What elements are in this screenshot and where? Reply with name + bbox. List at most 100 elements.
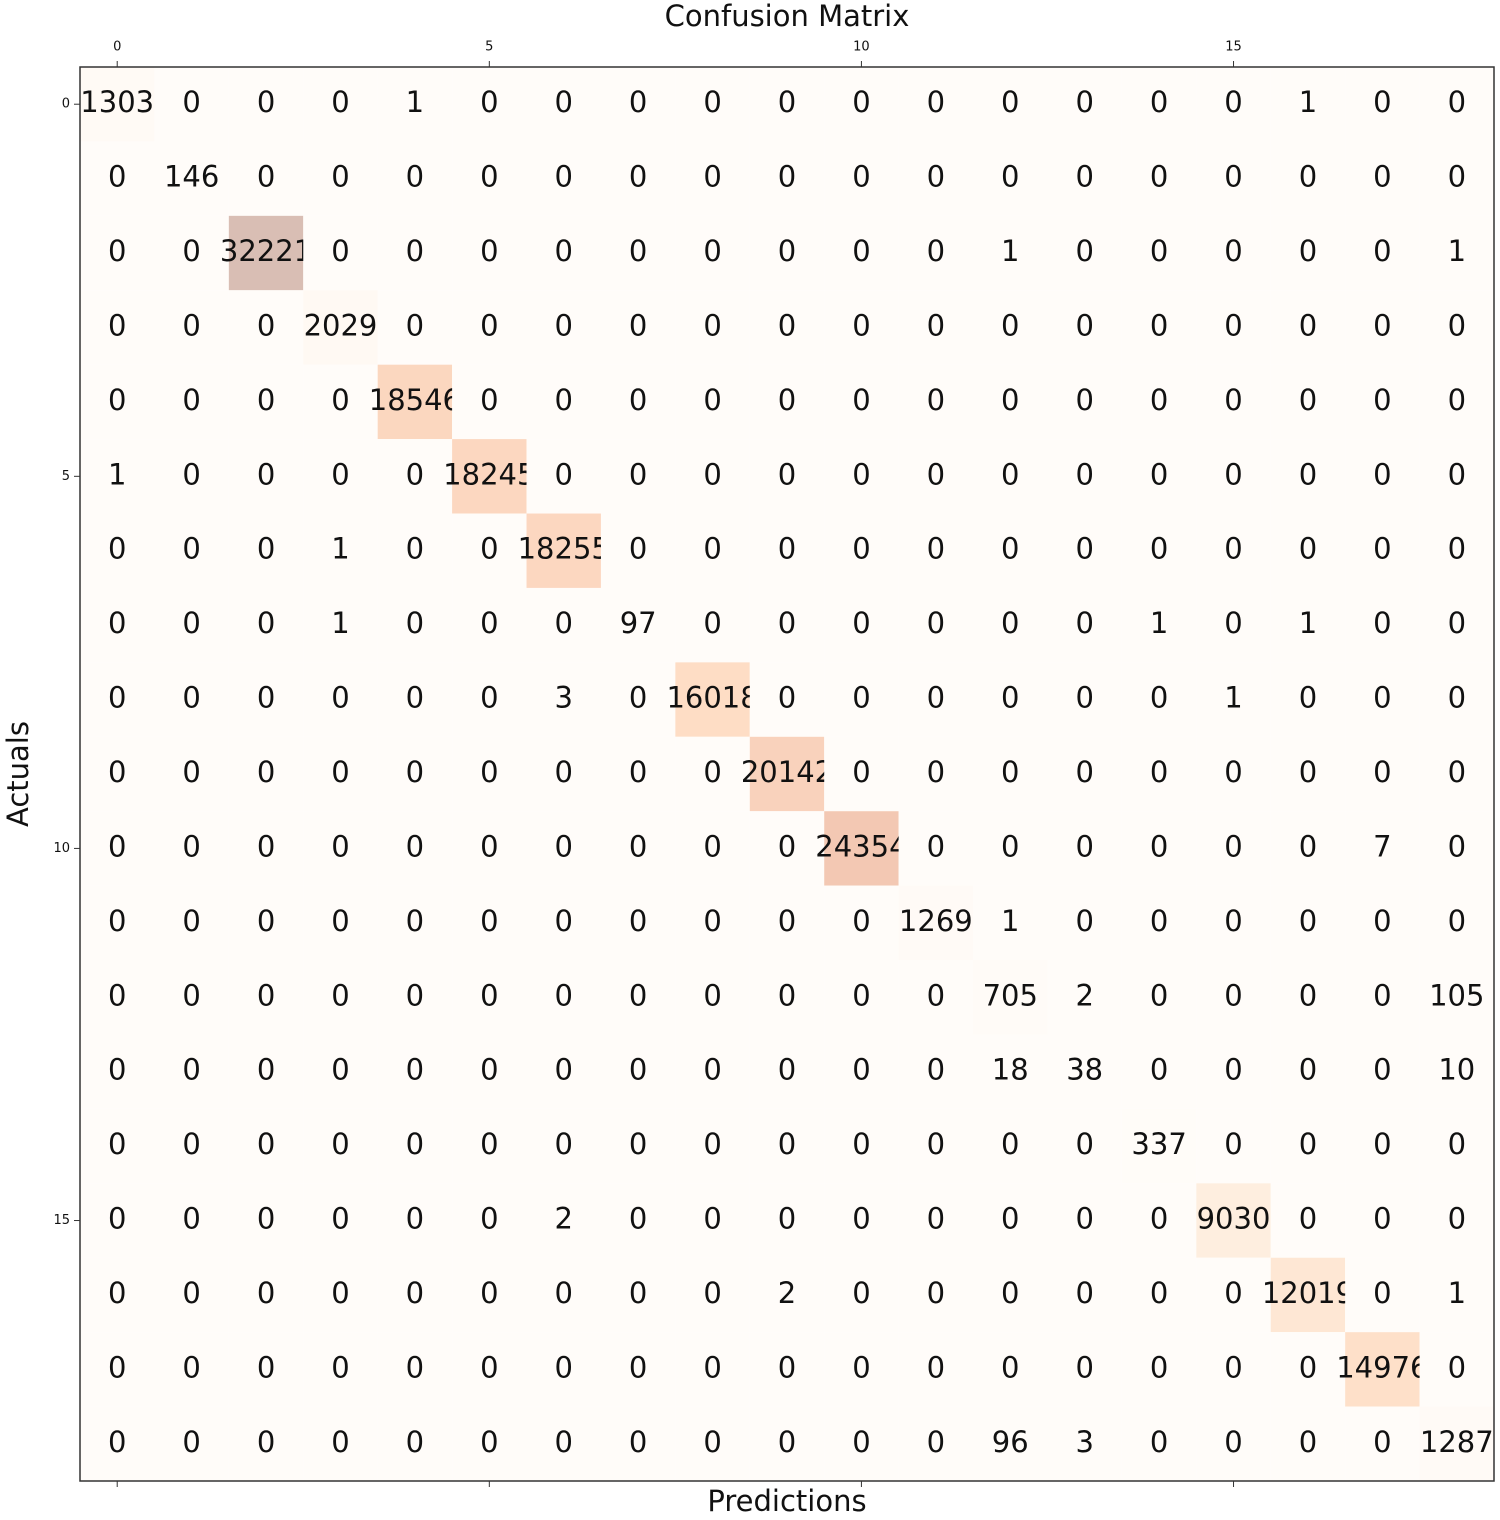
cell — [1345, 513, 1420, 588]
cell — [1345, 141, 1420, 216]
cell — [973, 736, 1048, 812]
cell — [898, 662, 974, 737]
cell-value: 3 — [555, 681, 573, 715]
cell — [1345, 736, 1420, 812]
cell — [675, 215, 750, 291]
cell — [526, 1332, 601, 1407]
cell — [526, 67, 601, 142]
cell — [80, 1406, 155, 1481]
cell-value: 0 — [703, 160, 721, 194]
cell-value: 0 — [1150, 1202, 1168, 1236]
cell-value: 0 — [703, 755, 721, 789]
cell-value: 0 — [778, 681, 796, 715]
cell — [377, 1108, 453, 1184]
cell-value: 0 — [1224, 606, 1242, 640]
cell-value: 0 — [1150, 532, 1168, 566]
cell — [675, 885, 750, 961]
cell — [973, 1183, 1048, 1258]
cell-value: 0 — [778, 1425, 796, 1459]
cell — [898, 1406, 974, 1481]
cell-value: 3 — [1075, 1425, 1093, 1459]
cell — [675, 1332, 750, 1407]
cell-value: 0 — [1224, 1127, 1242, 1161]
cell-value: 0 — [629, 978, 647, 1012]
cell — [824, 1034, 899, 1109]
cell-value: 0 — [629, 457, 647, 491]
cell-value: 0 — [927, 606, 945, 640]
cell — [973, 513, 1048, 588]
cell — [1345, 811, 1420, 886]
cell-value: 1 — [406, 85, 424, 119]
cell — [973, 811, 1048, 886]
cell-value: 0 — [852, 234, 870, 268]
cell — [600, 513, 676, 588]
cell-value: 0 — [927, 160, 945, 194]
cell-value: 0 — [1150, 160, 1168, 194]
y-tick-label: 15 — [53, 1213, 70, 1228]
cell-value: 0 — [703, 532, 721, 566]
cell-value: 0 — [1299, 234, 1317, 268]
cell-value: 0 — [1373, 1425, 1391, 1459]
cell — [452, 811, 527, 886]
cell-value: 0 — [703, 904, 721, 938]
cell-value: 0 — [703, 1350, 721, 1384]
cell-value: 7 — [1373, 829, 1391, 863]
cell-value: 0 — [108, 829, 126, 863]
cell — [898, 513, 974, 588]
cell-value: 0 — [1448, 1127, 1466, 1161]
cell — [452, 290, 527, 365]
cell — [675, 587, 750, 663]
cell — [749, 141, 825, 216]
cell-value: 0 — [1448, 160, 1466, 194]
cell-value: 0 — [257, 308, 275, 342]
cell — [1121, 67, 1197, 142]
cell-value: 0 — [778, 532, 796, 566]
cell-value: 0 — [331, 160, 349, 194]
cell-value: 0 — [927, 234, 945, 268]
cell-value: 0 — [1075, 681, 1093, 715]
cell — [898, 1183, 974, 1258]
cell-value: 0 — [108, 532, 126, 566]
cell — [1419, 364, 1494, 440]
cell — [675, 439, 750, 514]
cell-value: 0 — [629, 904, 647, 938]
cell-value: 0 — [852, 755, 870, 789]
cell — [1419, 1183, 1494, 1258]
cell-value: 0 — [1299, 978, 1317, 1012]
cell-value: 0 — [1448, 681, 1466, 715]
cell-value: 0 — [927, 1053, 945, 1087]
cell — [1345, 290, 1420, 365]
cell — [1196, 1034, 1271, 1109]
cell — [749, 960, 825, 1035]
cell-value: 0 — [778, 383, 796, 417]
cell — [377, 513, 453, 588]
cell — [1270, 141, 1346, 216]
cell — [898, 587, 974, 663]
cell-value: 0 — [1373, 904, 1391, 938]
cell-value: 0 — [1224, 1053, 1242, 1087]
cell — [1419, 662, 1494, 737]
cell-value: 0 — [182, 383, 200, 417]
cell-value: 0 — [629, 1202, 647, 1236]
cell — [600, 587, 676, 663]
cell — [973, 1108, 1048, 1184]
cell-value: 0 — [331, 978, 349, 1012]
cell — [600, 215, 676, 291]
cell — [824, 439, 899, 514]
cell-value: 0 — [629, 1053, 647, 1087]
cell — [303, 1034, 378, 1109]
cell-value: 0 — [257, 1425, 275, 1459]
cell — [1121, 1034, 1197, 1109]
cell-value: 0 — [703, 85, 721, 119]
cell — [377, 885, 453, 961]
cell — [600, 1257, 676, 1333]
cell-value: 0 — [703, 1276, 721, 1310]
cell — [1419, 67, 1494, 142]
cell — [1270, 439, 1346, 514]
cell — [973, 141, 1048, 216]
cell — [1196, 1332, 1271, 1407]
cell — [452, 1108, 527, 1184]
cell-value: 1 — [1448, 1276, 1466, 1310]
cell — [898, 1332, 974, 1407]
cell — [1196, 439, 1271, 514]
